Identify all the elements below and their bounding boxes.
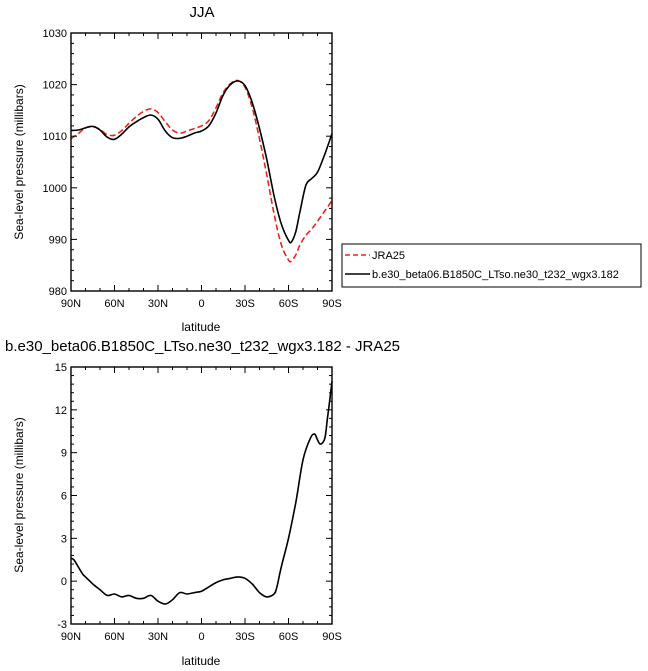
x-tick-label: 60S — [279, 631, 299, 643]
x-tick-label: 90S — [322, 298, 342, 310]
y-tick-label: -3 — [57, 619, 67, 631]
y-tick-label: 12 — [55, 405, 67, 417]
bottom-chart: b.e30_beta06.B1850C_LTso.ne30_t232_wgx3.… — [5, 338, 400, 668]
y-tick-label: 6 — [61, 491, 67, 503]
x-tick-label: 30N — [148, 631, 168, 643]
x-tick-label: 90N — [61, 298, 81, 310]
y-tick-label: 1010 — [43, 131, 67, 143]
top-chart: JJA 90N 60N 30N 0 30S 60S 90S 980 990 1000 1010 102… — [12, 4, 642, 334]
y-tick-label: 990 — [49, 234, 67, 246]
legend-label-model: b.e30_beta06.B1850C_LTso.ne30_t232_wgx3.… — [372, 269, 619, 281]
y-axis-label: Sea-level pressure (millibars) — [12, 84, 26, 239]
y-tick-label: 15 — [55, 362, 67, 374]
series-line-model — [70, 80, 333, 244]
y-tick-label: 0 — [61, 576, 67, 588]
y-tick-label: 1030 — [43, 28, 67, 40]
legend-box — [341, 243, 642, 288]
legend: JRA25 b.e30_beta06.B1850C_LTso.ne30_t232… — [341, 243, 642, 288]
chart-title: JJA — [189, 4, 214, 21]
y-tick-label: 9 — [61, 448, 67, 460]
y-tick-label: 980 — [49, 286, 67, 298]
chart-title: b.e30_beta06.B1850C_LTso.ne30_t232_wgx3.… — [5, 338, 400, 355]
x-tick-label: 30S — [235, 298, 255, 310]
x-tick-label: 60S — [279, 298, 299, 310]
x-axis-label: latitude — [182, 654, 221, 668]
x-tick-label: 30N — [148, 298, 168, 310]
y-tick-label: 1020 — [43, 80, 67, 92]
x-tick-label: 0 — [198, 298, 204, 310]
series-line-model — [70, 381, 333, 605]
x-tick-label: 30S — [235, 631, 255, 643]
plot-frame — [70, 366, 333, 625]
x-tick-label: 60N — [104, 298, 124, 310]
y-tick-label: 1000 — [43, 183, 67, 195]
x-tick-label: 60N — [104, 631, 124, 643]
y-tick-label: 3 — [61, 533, 67, 545]
x-tick-label: 0 — [198, 631, 204, 643]
x-tick-label: 90S — [322, 631, 342, 643]
legend-label-jra25: JRA25 — [372, 250, 405, 262]
x-tick-label: 90N — [61, 631, 81, 643]
plot-frame — [70, 32, 333, 292]
y-axis-label: Sea-level pressure (millibars) — [12, 417, 26, 572]
x-axis-label: latitude — [182, 320, 221, 334]
series-line-jra25 — [70, 79, 333, 263]
